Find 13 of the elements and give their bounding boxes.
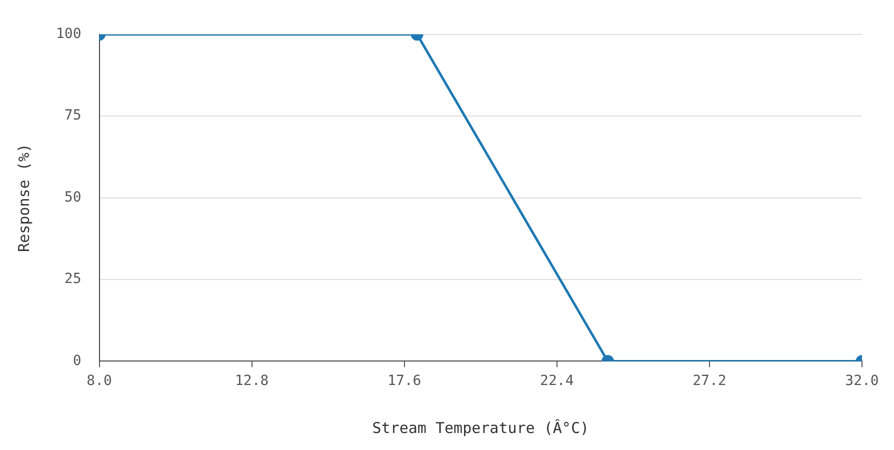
y-tick-label: 100 <box>56 26 82 42</box>
y-axis-title: Response (%) <box>14 144 33 252</box>
x-tick-label: 27.2 <box>692 373 726 390</box>
y-tick-label: 25 <box>64 271 82 288</box>
y-tick-label: 0 <box>72 352 82 369</box>
x-tick-label: 22.4 <box>540 373 574 390</box>
y-tick-label: 75 <box>64 108 82 124</box>
x-tick-label: 17.6 <box>388 373 422 390</box>
x-tick-label: 32.0 <box>845 373 879 390</box>
x-axis-title: Stream Temperature (Â°C) <box>372 418 590 437</box>
y-tick-label: 50 <box>64 189 82 206</box>
x-tick-label: 12.8 <box>234 373 269 390</box>
x-tick-label: 8.0 <box>86 373 112 390</box>
